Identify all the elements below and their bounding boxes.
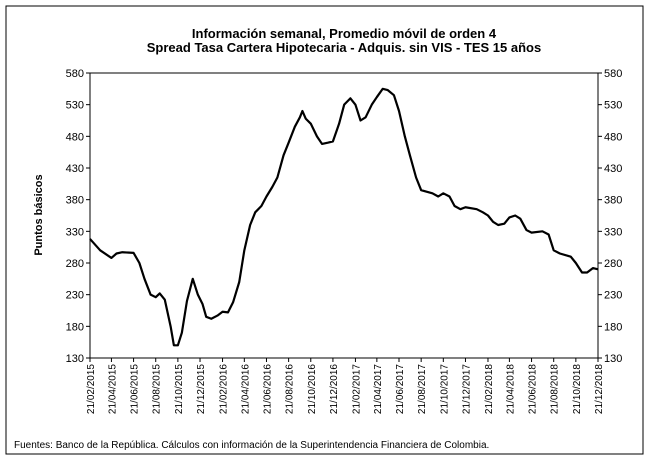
y-tick-label: 330 [66, 226, 84, 238]
y2-tick-label: 480 [604, 131, 622, 143]
y2-tick-label: 330 [604, 226, 622, 238]
x-tick-label: 21/12/2015 [196, 364, 207, 414]
frame [5, 5, 644, 455]
y2-tick-label: 230 [604, 290, 622, 302]
y-tick-label: 230 [66, 290, 84, 302]
x-tick-label: 21/08/2015 [152, 364, 163, 414]
y2-tick-label: 430 [604, 163, 622, 175]
y2-tick-label: 580 [604, 68, 622, 80]
x-tick-label: 21/04/2016 [240, 364, 251, 414]
x-tick-label: 21/10/2017 [439, 364, 450, 414]
y-tick-label: 130 [66, 353, 84, 365]
x-tick-label: 21/02/2015 [86, 364, 97, 414]
x-tick-label: 21/04/2015 [107, 364, 118, 414]
y2-tick-label: 530 [604, 100, 622, 112]
x-tick-label: 21/12/2016 [329, 364, 340, 414]
x-tick-label: 21/02/2016 [219, 364, 230, 414]
y2-tick-label: 380 [604, 195, 622, 207]
chart-title: Información semanal, Promedio móvil de o… [192, 26, 497, 41]
y-tick-label: 380 [66, 195, 84, 207]
x-tick-label: 21/08/2017 [417, 364, 428, 414]
y-tick-label: 280 [66, 258, 84, 270]
x-tick-label: 21/04/2018 [505, 364, 516, 414]
x-tick-label: 21/06/2018 [528, 364, 539, 414]
x-tick-label: 21/06/2017 [395, 364, 406, 414]
x-tick-label: 21/04/2017 [373, 364, 384, 414]
y-tick-label: 480 [66, 131, 84, 143]
x-tick-label: 21/10/2018 [572, 364, 583, 414]
y2-tick-label: 180 [604, 321, 622, 333]
x-tick-label: 21/12/2017 [461, 364, 472, 414]
x-tick-label: 21/08/2016 [285, 364, 296, 414]
plot-area [89, 72, 599, 359]
x-tick-label: 21/06/2016 [262, 364, 273, 414]
chart-subtitle: Spread Tasa Cartera Hipotecaria - Adquis… [147, 40, 541, 55]
x-tick-label: 21/08/2018 [550, 364, 561, 414]
y2-tick-label: 280 [604, 258, 622, 270]
x-tick-label: 21/06/2015 [130, 364, 141, 414]
y-tick-label: 530 [66, 100, 84, 112]
y-tick-label: 430 [66, 163, 84, 175]
source-note: Fuentes: Banco de la República. Cálculos… [14, 440, 489, 451]
x-tick-label: 21/12/2018 [594, 364, 605, 414]
x-tick-label: 21/10/2015 [174, 364, 185, 414]
x-tick-label: 21/02/2018 [484, 364, 495, 414]
y-tick-label: 180 [66, 321, 84, 333]
x-tick-label: 21/10/2016 [307, 364, 318, 414]
y-axis-label: Puntos básicos [33, 174, 45, 255]
y-tick-label: 580 [66, 68, 84, 80]
x-tick-label: 21/02/2017 [351, 364, 362, 414]
y2-tick-label: 130 [604, 353, 622, 365]
data-line [89, 87, 599, 347]
